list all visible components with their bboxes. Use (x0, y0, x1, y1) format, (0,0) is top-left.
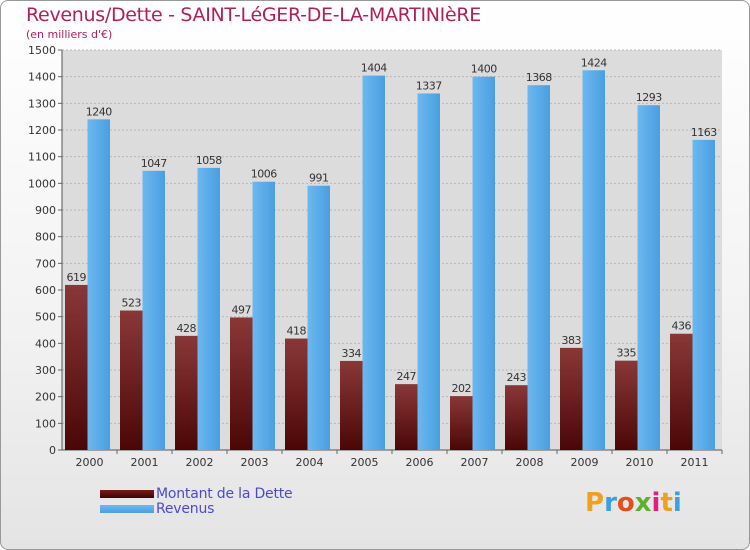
y-tick-label: 1000 (28, 177, 56, 190)
bar-revenus (527, 85, 550, 450)
y-tick-label: 400 (35, 337, 56, 350)
y-tick-label: 300 (35, 364, 56, 377)
x-tick-label: 2001 (131, 456, 159, 469)
bar-revenus (417, 93, 440, 450)
y-tick-label: 1100 (28, 151, 56, 164)
x-tick-label: 2004 (296, 456, 324, 469)
data-label-revenus: 1400 (471, 63, 497, 76)
data-label-revenus: 1404 (361, 62, 387, 75)
data-label-dette: 247 (397, 370, 417, 383)
bar-revenus (252, 181, 275, 450)
x-tick-label: 2006 (406, 456, 434, 469)
data-label-dette: 243 (507, 371, 527, 384)
y-tick-label: 1400 (28, 71, 56, 84)
x-tick-label: 2000 (76, 456, 104, 469)
data-label-dette: 428 (177, 322, 197, 335)
data-label-dette: 619 (67, 271, 87, 284)
data-label-revenus: 1006 (251, 168, 277, 181)
y-tick-label: 100 (35, 417, 56, 430)
bar-dette (340, 360, 363, 450)
y-tick-label: 1300 (28, 97, 56, 110)
bar-revenus (142, 170, 165, 451)
bar-revenus (582, 70, 605, 451)
x-tick-label: 2003 (241, 456, 269, 469)
bar-revenus (87, 119, 110, 450)
data-label-revenus: 1293 (636, 91, 662, 104)
legend-label-dette: Montant de la Dette (156, 485, 293, 502)
plot-area (62, 50, 722, 450)
data-label-dette: 202 (452, 382, 472, 395)
bar-dette (450, 396, 473, 450)
bar-dette (505, 385, 528, 450)
bar-dette (230, 317, 253, 450)
y-tick-label: 700 (35, 257, 56, 270)
chart-subtitle: (en milliers d'€) (26, 28, 113, 41)
data-label-dette: 418 (287, 325, 307, 338)
y-tick-label: 1500 (28, 44, 56, 57)
y-tick-label: 800 (35, 231, 56, 244)
bar-revenus (472, 76, 495, 451)
data-label-dette: 523 (122, 297, 142, 310)
data-label-revenus: 1240 (86, 105, 112, 118)
bar-dette (120, 310, 143, 450)
bar-revenus (637, 105, 660, 450)
x-tick-label: 2005 (351, 456, 379, 469)
x-tick-label: 2008 (516, 456, 544, 469)
bar-dette (615, 360, 638, 450)
data-label-revenus: 1424 (581, 56, 607, 69)
bar-revenus (307, 185, 330, 450)
legend-swatch-dette (100, 489, 154, 498)
bar-dette (395, 384, 418, 450)
y-tick-label: 900 (35, 204, 56, 217)
data-label-dette: 497 (232, 303, 252, 316)
y-tick-label: 500 (35, 311, 56, 324)
x-tick-label: 2002 (186, 456, 214, 469)
bar-dette (175, 335, 198, 450)
legend-swatch-revenus (100, 504, 154, 513)
chart-title: Revenus/Dette - SAINT-LéGER-DE-LA-MARTIN… (26, 4, 481, 26)
data-label-revenus: 1368 (526, 71, 552, 84)
y-tick-label: 1200 (28, 124, 56, 137)
legend: Montant de la Dette Revenus (100, 485, 293, 517)
data-label-dette: 383 (562, 334, 582, 347)
bar-dette (65, 284, 88, 450)
data-label-dette: 436 (672, 320, 692, 333)
legend-label-revenus: Revenus (156, 500, 215, 517)
legend-item-dette: Montant de la Dette (100, 485, 293, 502)
data-label-revenus: 1058 (196, 154, 222, 167)
y-tick-label: 600 (35, 284, 56, 297)
data-label-dette: 334 (342, 347, 362, 360)
data-label-dette: 335 (617, 347, 637, 360)
bar-dette (285, 338, 308, 450)
x-tick-label: 2009 (571, 456, 599, 469)
data-label-revenus: 1337 (416, 79, 442, 92)
bar-dette (560, 347, 583, 450)
x-tick-label: 2007 (461, 456, 489, 469)
legend-item-revenus: Revenus (100, 500, 292, 517)
bar-revenus (197, 167, 220, 450)
x-tick-label: 2011 (681, 456, 709, 469)
data-label-revenus: 1047 (141, 157, 167, 170)
data-label-revenus: 1163 (691, 126, 717, 139)
data-label-revenus: 991 (309, 172, 329, 185)
y-tick-label: 0 (49, 444, 56, 457)
proxiti-logo: Proxiti (585, 488, 682, 518)
x-tick-label: 2010 (626, 456, 654, 469)
bar-revenus (362, 75, 385, 450)
bar-revenus (692, 139, 715, 450)
bar-dette (670, 333, 693, 450)
y-tick-label: 200 (35, 391, 56, 404)
